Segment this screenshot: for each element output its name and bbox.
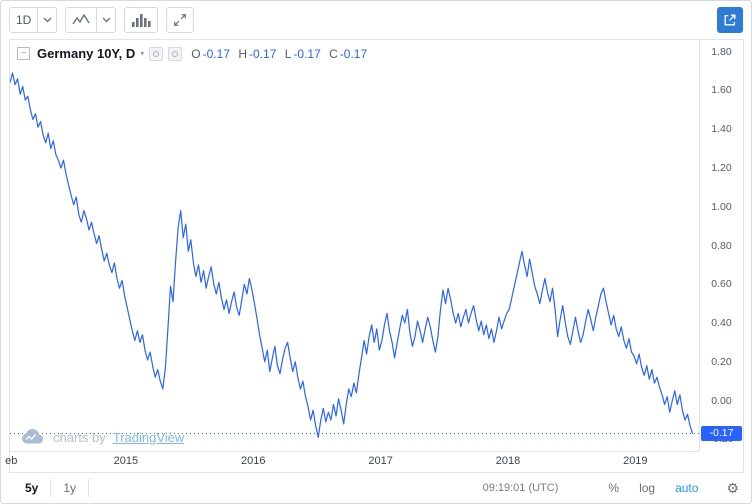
y-axis-label: 0.60 [711, 278, 732, 291]
open-external-icon [724, 14, 736, 26]
x-axis-label: 2015 [113, 455, 139, 467]
y-axis-label: 1.80 [711, 45, 732, 58]
low-label: L [284, 46, 292, 61]
interval-group: 1D [9, 7, 58, 33]
x-axis-label: 2016 [241, 455, 266, 467]
chevron-down-icon [102, 17, 111, 23]
x-axis-label: 2019 [623, 455, 648, 467]
circle-icon [153, 50, 160, 57]
price-axis[interactable]: -0.17 1.80 1.60 1.40 1.20 1.00 0.80 0.60 0.40 0.… [699, 40, 743, 451]
y-axis-label: 1.00 [711, 200, 732, 213]
line-chart-icon [72, 14, 90, 25]
range-1y-button[interactable]: 1y [51, 479, 90, 497]
close-value: -0.17 [339, 46, 368, 61]
fullscreen-button[interactable] [166, 7, 195, 33]
high-label: H [238, 46, 248, 61]
chevron-down-icon [43, 17, 52, 23]
y-axis-label: 1.60 [711, 84, 732, 97]
legend-info-icon[interactable] [168, 46, 183, 61]
x-axis-label: 2017 [368, 455, 393, 467]
circle-icon [172, 50, 179, 57]
x-axis-label: 2018 [495, 455, 521, 467]
legend-collapse-icon[interactable]: − [17, 47, 30, 60]
price-chart-svg [10, 72, 699, 438]
chart-panel: -0.17 1.80 1.60 1.40 1.20 1.00 0.80 0.60 0.40 0.… [5, 39, 744, 473]
range-5y-button[interactable]: 5y [13, 479, 52, 497]
price-line [10, 72, 694, 438]
bottom-toolbar: 5y 1y 09:19:01 (UTC) % log auto ⚙ [1, 473, 751, 503]
interval-button[interactable]: 1D [9, 7, 39, 33]
symbol-caret-icon[interactable]: ▾ [140, 49, 145, 58]
low-value: -0.17 [293, 46, 321, 61]
chart-style-group [65, 7, 117, 33]
close-label: C [329, 46, 338, 61]
open-value: -0.17 [202, 46, 230, 61]
watermark: charts by TradingView [20, 429, 184, 445]
interval-dropdown-button[interactable] [37, 7, 58, 33]
expand-icon [174, 14, 187, 26]
legend-source-icon[interactable] [149, 46, 164, 61]
last-price-badge: -0.17 [701, 425, 742, 441]
time-axis[interactable]: eb 2015 2016 2017 2018 2019 [5, 451, 699, 472]
y-axis-label: 1.20 [711, 161, 732, 174]
legend: − Germany 10Y, D ▾ O -0.17 H -0.17 L -0.17 … [17, 46, 372, 61]
tradingview-cloud-logo-icon [22, 429, 44, 444]
open-in-new-window-button[interactable] [717, 7, 743, 33]
high-value: -0.17 [249, 46, 277, 61]
auto-scale-button[interactable]: auto [665, 479, 708, 497]
indicators-button[interactable] [124, 7, 159, 33]
top-toolbar: 1D [1, 1, 751, 39]
y-axis-label: 0.40 [711, 317, 732, 330]
plot-area[interactable] [10, 40, 699, 451]
x-axis-label: eb [5, 455, 18, 467]
histogram-icon [132, 14, 151, 27]
tradingview-link[interactable]: TradingView [112, 429, 185, 445]
ohlc-values: O -0.17 H -0.17 L -0.17 C -0.17 [191, 47, 372, 61]
watermark-text: charts by [53, 429, 106, 445]
y-axis-label: 0.80 [711, 239, 732, 252]
clock: 09:19:01 (UTC) [482, 482, 559, 494]
symbol-title[interactable]: Germany 10Y, D [37, 46, 136, 61]
log-scale-button[interactable]: log [629, 479, 665, 497]
y-axis-label: 1.40 [711, 123, 732, 136]
chart-style-button[interactable] [65, 7, 98, 33]
y-axis-label: 0.20 [711, 355, 732, 368]
chart-style-dropdown-button[interactable] [96, 7, 117, 33]
y-axis-label: 0.00 [711, 394, 732, 407]
percent-scale-button[interactable]: % [598, 479, 629, 497]
settings-gear-icon[interactable]: ⚙ [726, 479, 739, 496]
open-label: O [191, 46, 201, 61]
